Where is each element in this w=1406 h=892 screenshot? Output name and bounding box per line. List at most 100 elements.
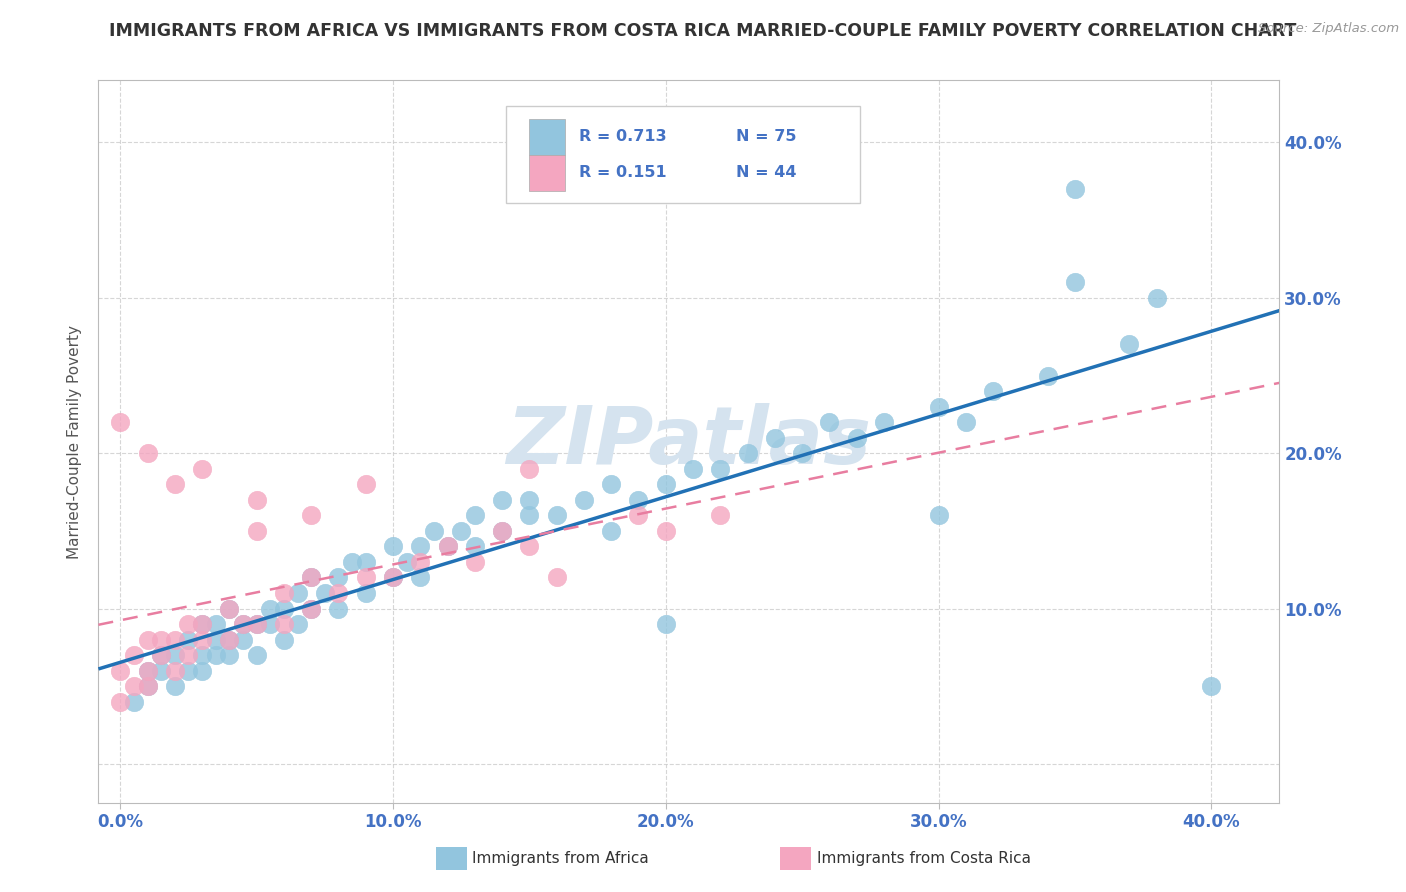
Point	[340, 555, 363, 569]
Point	[491, 524, 513, 538]
Point	[191, 617, 214, 632]
Point	[464, 508, 486, 523]
Point	[122, 679, 145, 693]
FancyBboxPatch shape	[506, 105, 860, 203]
Point	[273, 601, 295, 615]
Point	[436, 540, 458, 554]
Point	[314, 586, 336, 600]
Text: N = 44: N = 44	[737, 165, 797, 180]
Point	[845, 431, 868, 445]
Point	[792, 446, 814, 460]
Point	[464, 555, 486, 569]
Point	[122, 648, 145, 663]
Bar	[530, 154, 565, 191]
Point	[409, 555, 432, 569]
Point	[328, 586, 350, 600]
Point	[1064, 182, 1087, 196]
Point	[246, 492, 269, 507]
Point	[136, 664, 159, 678]
Point	[737, 446, 759, 460]
Point	[519, 461, 541, 475]
Point	[177, 648, 200, 663]
Point	[491, 492, 513, 507]
Point	[204, 648, 226, 663]
Point	[110, 415, 132, 429]
Point	[1064, 275, 1087, 289]
Point	[873, 415, 896, 429]
Point	[763, 431, 786, 445]
Point	[1118, 337, 1140, 351]
Point	[163, 679, 186, 693]
Point	[955, 415, 977, 429]
Point	[136, 664, 159, 678]
Point	[273, 617, 295, 632]
Point	[246, 524, 269, 538]
Point	[299, 508, 322, 523]
Point	[546, 508, 568, 523]
Point	[928, 400, 950, 414]
Text: ZIPatlas: ZIPatlas	[506, 402, 872, 481]
Text: Immigrants from Africa: Immigrants from Africa	[472, 852, 650, 866]
Point	[110, 664, 132, 678]
Point	[382, 570, 405, 584]
Point	[204, 617, 226, 632]
Point	[177, 664, 200, 678]
Point	[519, 540, 541, 554]
Point	[232, 617, 254, 632]
Point	[682, 461, 704, 475]
Point	[928, 508, 950, 523]
Point	[328, 570, 350, 584]
Point	[655, 617, 678, 632]
Point	[600, 524, 623, 538]
Text: R = 0.713: R = 0.713	[579, 129, 666, 145]
Point	[218, 632, 240, 647]
Point	[218, 632, 240, 647]
Point	[546, 570, 568, 584]
Point	[136, 446, 159, 460]
Point	[627, 508, 650, 523]
Point	[709, 508, 731, 523]
Point	[191, 461, 214, 475]
Point	[1201, 679, 1223, 693]
Point	[600, 477, 623, 491]
Point	[354, 570, 377, 584]
Text: IMMIGRANTS FROM AFRICA VS IMMIGRANTS FROM COSTA RICA MARRIED-COUPLE FAMILY POVER: IMMIGRANTS FROM AFRICA VS IMMIGRANTS FRO…	[110, 22, 1296, 40]
Point	[299, 570, 322, 584]
Point	[354, 555, 377, 569]
Point	[150, 632, 173, 647]
Text: N = 75: N = 75	[737, 129, 797, 145]
Point	[464, 540, 486, 554]
Point	[246, 648, 269, 663]
Point	[382, 540, 405, 554]
Text: Source: ZipAtlas.com: Source: ZipAtlas.com	[1258, 22, 1399, 36]
Point	[191, 664, 214, 678]
Point	[150, 648, 173, 663]
Point	[150, 664, 173, 678]
Point	[1146, 291, 1168, 305]
Point	[246, 617, 269, 632]
Point	[709, 461, 731, 475]
Point	[491, 524, 513, 538]
Bar	[530, 119, 565, 154]
Point	[287, 617, 309, 632]
Point	[655, 477, 678, 491]
Point	[450, 524, 472, 538]
Point	[163, 477, 186, 491]
Point	[287, 586, 309, 600]
Point	[232, 632, 254, 647]
Point	[519, 508, 541, 523]
Point	[136, 679, 159, 693]
Point	[259, 601, 281, 615]
Point	[627, 492, 650, 507]
Point	[191, 648, 214, 663]
Point	[163, 664, 186, 678]
Point	[136, 632, 159, 647]
Point	[519, 492, 541, 507]
Point	[218, 601, 240, 615]
Point	[299, 570, 322, 584]
Point	[395, 555, 418, 569]
Point	[382, 570, 405, 584]
Point	[655, 524, 678, 538]
Point	[191, 632, 214, 647]
Point	[191, 617, 214, 632]
